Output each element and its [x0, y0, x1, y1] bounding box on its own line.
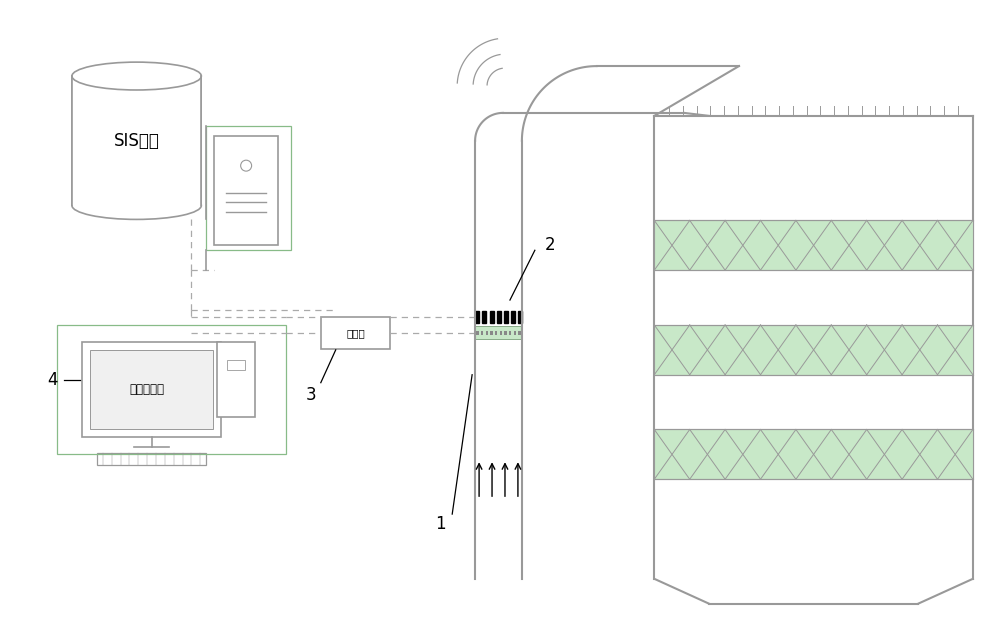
- Bar: [654, 221, 973, 270]
- Bar: [214, 136, 278, 245]
- Text: 4: 4: [47, 371, 57, 389]
- Bar: [518, 311, 522, 323]
- Bar: [511, 311, 515, 323]
- Bar: [504, 311, 508, 323]
- Bar: [654, 325, 973, 375]
- Text: 1: 1: [435, 515, 446, 533]
- Bar: [514, 331, 516, 335]
- Bar: [482, 311, 486, 323]
- Bar: [500, 331, 502, 335]
- Bar: [509, 331, 511, 335]
- Text: 2: 2: [544, 236, 555, 254]
- Bar: [90, 351, 213, 429]
- Text: 大数据平台: 大数据平台: [129, 383, 164, 396]
- Bar: [206, 126, 291, 250]
- Bar: [481, 331, 483, 335]
- Bar: [490, 331, 493, 335]
- Bar: [518, 331, 521, 335]
- Bar: [321, 317, 390, 349]
- Text: SIS系统: SIS系统: [114, 132, 160, 150]
- Bar: [490, 311, 494, 323]
- Bar: [97, 453, 206, 465]
- Text: 3: 3: [306, 386, 316, 404]
- Bar: [57, 325, 286, 454]
- Bar: [72, 76, 201, 206]
- Bar: [217, 342, 255, 417]
- Bar: [497, 311, 501, 323]
- Ellipse shape: [72, 191, 201, 219]
- Bar: [475, 311, 479, 323]
- Ellipse shape: [72, 62, 201, 90]
- Bar: [654, 429, 973, 479]
- Bar: [486, 331, 488, 335]
- Bar: [476, 331, 479, 335]
- Bar: [227, 360, 245, 370]
- Bar: [82, 342, 221, 437]
- Bar: [504, 331, 507, 335]
- Circle shape: [241, 160, 252, 171]
- Bar: [495, 331, 497, 335]
- Text: 控制器: 控制器: [346, 328, 365, 338]
- Bar: [475, 326, 522, 339]
